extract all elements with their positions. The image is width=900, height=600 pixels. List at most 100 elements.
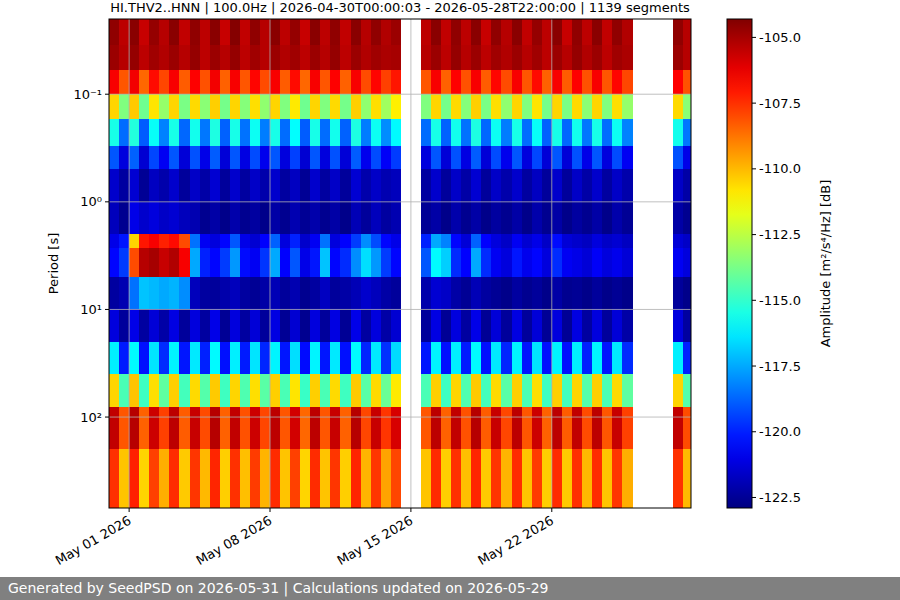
- cell: [441, 70, 451, 94]
- cell: [522, 277, 532, 310]
- y-tick-label: 10¹: [80, 302, 102, 317]
- cell: [612, 169, 622, 202]
- tick: [410, 508, 411, 512]
- cell: [310, 119, 320, 146]
- cell: [391, 169, 401, 202]
- cell: [451, 119, 461, 146]
- cell: [109, 277, 119, 310]
- grid-line: [109, 309, 691, 310]
- cell: [481, 449, 491, 508]
- cell: [330, 248, 340, 277]
- cell: [290, 342, 300, 375]
- cell: [340, 45, 350, 71]
- cell: [119, 94, 129, 119]
- cell: [522, 342, 532, 375]
- cell: [491, 70, 501, 94]
- cell: [230, 407, 240, 450]
- cell: [562, 146, 572, 170]
- cell: [501, 248, 511, 277]
- cell: [351, 169, 361, 202]
- cell: [361, 277, 371, 310]
- cell: [622, 119, 632, 146]
- cell: [683, 70, 691, 94]
- cell: [441, 248, 451, 277]
- cell: [501, 169, 511, 202]
- cell: [371, 309, 381, 342]
- cell: [340, 342, 350, 375]
- cell: [240, 94, 250, 119]
- cell: [179, 19, 189, 46]
- cell: [421, 248, 431, 277]
- cell: [240, 374, 250, 407]
- cell: [109, 45, 119, 71]
- cell: [451, 70, 461, 94]
- cell: [129, 45, 139, 71]
- cell: [230, 70, 240, 94]
- cell: [230, 234, 240, 248]
- cell: [431, 146, 441, 170]
- cell: [250, 146, 260, 170]
- cell: [200, 146, 210, 170]
- cell: [371, 407, 381, 450]
- cell: [190, 202, 200, 235]
- cell: [572, 449, 582, 508]
- cell: [552, 309, 562, 342]
- cell: [139, 407, 149, 450]
- tick: [270, 508, 271, 512]
- cell: [572, 407, 582, 450]
- cell: [602, 342, 612, 375]
- cell: [471, 407, 481, 450]
- cells: [109, 19, 691, 508]
- cell: [491, 119, 501, 146]
- cell: [310, 45, 320, 71]
- cell: [320, 277, 330, 310]
- cell: [149, 146, 159, 170]
- cell: [552, 202, 562, 235]
- cell: [280, 248, 290, 277]
- cell: [361, 248, 371, 277]
- cell: [431, 342, 441, 375]
- cell: [200, 169, 210, 202]
- cell: [330, 169, 340, 202]
- cell: [391, 45, 401, 71]
- cell: [461, 248, 471, 277]
- cell: [129, 119, 139, 146]
- cell: [129, 309, 139, 342]
- x-tick-label: May 08 2026: [194, 513, 275, 568]
- cell: [250, 449, 260, 508]
- cell: [280, 19, 290, 46]
- cell: [441, 449, 451, 508]
- cell: [260, 146, 270, 170]
- cell: [612, 248, 622, 277]
- cell: [320, 94, 330, 119]
- cell: [119, 342, 129, 375]
- cell: [592, 45, 602, 71]
- cell: [602, 169, 612, 202]
- cell: [149, 248, 159, 277]
- cell: [592, 234, 602, 248]
- cell: [250, 45, 260, 71]
- cell: [371, 202, 381, 235]
- cell: [673, 449, 683, 508]
- cell: [491, 407, 501, 450]
- grid-line: [410, 19, 411, 508]
- cell: [190, 70, 200, 94]
- cell: [310, 407, 320, 450]
- cell: [602, 119, 612, 146]
- cell: [361, 119, 371, 146]
- cell: [119, 277, 129, 310]
- colorbar-tick-label: -115.0: [759, 293, 801, 308]
- cell: [320, 70, 330, 94]
- cell: [431, 202, 441, 235]
- cell: [129, 277, 139, 310]
- cell: [441, 374, 451, 407]
- cell: [300, 342, 310, 375]
- cell: [210, 169, 220, 202]
- cell: [572, 146, 582, 170]
- cell: [391, 146, 401, 170]
- cell: [190, 342, 200, 375]
- cell: [240, 19, 250, 46]
- cell: [461, 70, 471, 94]
- cell: [260, 277, 270, 310]
- cell: [200, 374, 210, 407]
